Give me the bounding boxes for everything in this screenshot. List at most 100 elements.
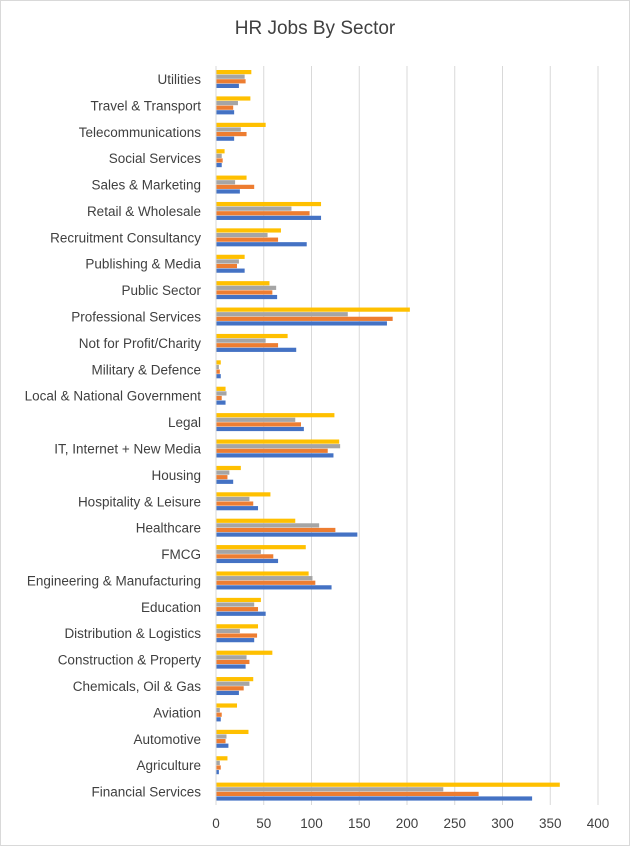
gridlines: [215, 66, 599, 805]
bar: [216, 158, 223, 163]
bar: [216, 254, 245, 259]
bar: [216, 756, 228, 761]
x-tick-label: 150: [348, 816, 371, 831]
category-label: Utilities: [157, 72, 201, 87]
bar: [216, 74, 245, 79]
category-label: Sales & Marketing: [91, 178, 201, 193]
bar: [216, 294, 278, 300]
bar: [216, 386, 226, 391]
bar: [216, 453, 334, 458]
bar: [216, 400, 226, 405]
bar: [216, 69, 252, 75]
bar: [216, 290, 273, 295]
bar: [216, 131, 247, 137]
bar: [216, 127, 241, 132]
bar: [216, 422, 301, 427]
bar: [216, 444, 341, 449]
bar: [216, 395, 222, 401]
bar: [216, 79, 246, 84]
bar: [216, 765, 221, 770]
bar: [216, 734, 227, 739]
bar: [216, 470, 230, 475]
bar: [216, 585, 332, 590]
bar: [216, 242, 307, 247]
bar: [216, 413, 335, 418]
bar: [216, 149, 225, 154]
bar: [216, 316, 393, 321]
bar: [216, 791, 479, 797]
bar: [216, 690, 239, 696]
bar: [216, 717, 221, 722]
bar: [216, 770, 219, 775]
bar: [216, 554, 274, 559]
category-label: Legal: [168, 415, 201, 430]
bar: [216, 677, 254, 682]
bar: [216, 796, 533, 801]
category-label: IT, Internet + New Media: [54, 441, 201, 456]
bar: [216, 83, 239, 88]
category-label: Military & Defence: [91, 362, 201, 377]
bar: [216, 100, 238, 106]
bar: [216, 426, 304, 432]
bar: [216, 122, 266, 127]
category-label: Hospitality & Leisure: [78, 494, 201, 509]
x-tick-label: 300: [491, 816, 514, 831]
bar: [216, 638, 255, 643]
bar: [216, 518, 296, 523]
bar: [216, 228, 281, 233]
category-label: Telecommunications: [79, 125, 202, 140]
category-label: Automotive: [133, 732, 201, 747]
bar: [216, 686, 244, 691]
bar: [216, 232, 268, 238]
bar: [216, 597, 261, 603]
bar: [216, 268, 245, 273]
bar: [216, 492, 271, 497]
bar: [216, 237, 279, 242]
bar: [216, 391, 227, 396]
category-label: Local & National Government: [25, 389, 202, 404]
bar: [216, 338, 266, 343]
bar: [216, 343, 279, 348]
bar: [216, 527, 336, 533]
bar: [216, 206, 292, 211]
category-label: Aviation: [153, 705, 201, 720]
category-label: Financial Services: [91, 785, 201, 800]
bar: [216, 201, 322, 207]
bar: [216, 712, 222, 717]
bar: [216, 739, 226, 744]
category-label: Professional Services: [71, 310, 201, 325]
bar: [216, 189, 240, 194]
bar: [216, 211, 310, 216]
bar: [216, 175, 247, 180]
category-label: Engineering & Manufacturing: [27, 573, 201, 588]
bar: [216, 501, 254, 506]
x-axis-tick-labels: 0 50 100 150 200 250 300 350 400: [212, 816, 609, 831]
bar: [216, 743, 229, 748]
bar: [216, 558, 279, 564]
category-label: Retail & Wholesale: [87, 204, 201, 219]
bar: [216, 611, 266, 616]
bar: [216, 602, 255, 607]
bar: [216, 105, 234, 110]
bar: [216, 523, 320, 528]
bar: [216, 307, 410, 312]
category-label: Healthcare: [136, 521, 201, 536]
bar: [216, 259, 239, 264]
x-tick-label: 0: [212, 816, 220, 831]
category-label: Agriculture: [136, 758, 201, 773]
bar: [216, 782, 560, 787]
bar: [216, 633, 258, 638]
bar: [216, 110, 235, 115]
x-tick-label: 200: [396, 816, 419, 831]
bar: [216, 729, 249, 735]
bar: [216, 321, 387, 326]
bar: [216, 448, 328, 453]
bar: [216, 347, 297, 352]
bar: [216, 760, 220, 766]
bar: [216, 162, 222, 168]
bar: [216, 496, 250, 502]
bar: [216, 532, 358, 537]
bar: [216, 624, 259, 629]
bar: [216, 703, 238, 708]
